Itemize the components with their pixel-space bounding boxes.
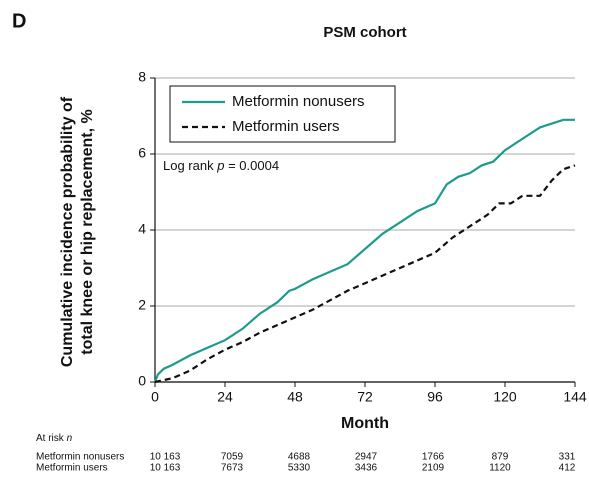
annotation: Log rank p = 0.0004 xyxy=(163,158,279,173)
annotation-part: = 0.0004 xyxy=(228,158,279,173)
y-tick-label: 2 xyxy=(138,297,146,313)
series-line xyxy=(153,118,575,383)
annotation-part: p xyxy=(216,158,224,173)
y-axis-label: Cumulative incidence probability of tota… xyxy=(59,96,96,367)
at-risk-count: 7673 xyxy=(221,463,244,474)
at-risk-count: 3436 xyxy=(355,463,378,474)
panel-label: D xyxy=(12,10,26,32)
y-tick-label: 8 xyxy=(138,69,146,85)
at-risk-text: At risk xyxy=(36,433,65,444)
at-risk-row-name: Metformin users xyxy=(36,463,108,474)
chart-title: PSM cohort xyxy=(323,24,406,41)
y-axis-label-line: total knee or hip replacement, % xyxy=(79,109,96,354)
at-risk-count: 10 163 xyxy=(150,452,181,463)
x-tick-label: 0 xyxy=(151,389,159,405)
at-risk-row-name: Metformin nonusers xyxy=(36,452,124,463)
legend-label: Metformin nonusers xyxy=(232,93,365,110)
at-risk-count: 412 xyxy=(559,463,576,474)
y-tick-label: 0 xyxy=(138,373,146,389)
legend-box xyxy=(169,85,396,143)
legend-label: Metformin users xyxy=(232,118,340,135)
at-risk-count: 1120 xyxy=(489,463,511,474)
at-risk-count: 5330 xyxy=(288,463,311,474)
x-tick-label: 96 xyxy=(427,389,443,405)
y-tick-label: 6 xyxy=(138,145,146,161)
x-tick-label: 72 xyxy=(357,389,373,405)
at-risk-count: 7059 xyxy=(221,452,244,463)
at-risk-count: 879 xyxy=(492,452,509,463)
series-line xyxy=(154,164,576,384)
at-risk-count: 2947 xyxy=(355,452,378,463)
at-risk-count: 331 xyxy=(559,452,576,463)
y-axis-label-line: Cumulative incidence probability of xyxy=(59,96,76,367)
x-axis-label: Month xyxy=(341,415,389,432)
at-risk-count: 10 163 xyxy=(150,463,181,474)
x-tick-label: 24 xyxy=(217,389,233,405)
at-risk-label: At risk n xyxy=(36,433,73,444)
x-tick-label: 144 xyxy=(563,389,587,405)
at-risk-n: n xyxy=(67,433,73,444)
at-risk-count: 4688 xyxy=(288,452,311,463)
x-tick-label: 48 xyxy=(287,389,303,405)
y-tick-label: 4 xyxy=(138,221,146,237)
x-tick-label: 120 xyxy=(493,389,517,405)
at-risk-count: 1766 xyxy=(422,452,445,463)
annotation-part: Log rank xyxy=(163,158,214,173)
at-risk-count: 2109 xyxy=(422,463,445,474)
